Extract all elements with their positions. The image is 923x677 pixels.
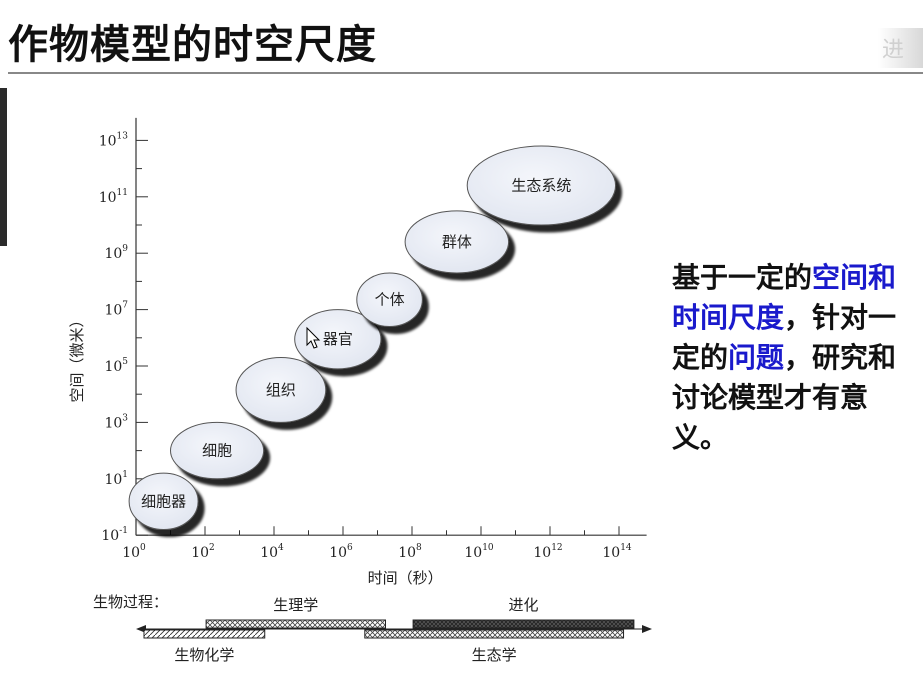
y-tick-label: 103 [104,413,128,431]
level-ellipses: 细胞器 细胞 组织 器官 个体 群体 生态系统 [128,145,617,531]
process-bar [143,629,266,639]
y-axis-label: 空间（微米） [68,313,86,403]
y-tick-label: 101 [104,470,128,488]
side-note-highlight: 问题 [728,341,785,374]
level-ellipse [356,272,423,328]
y-tick-label: 10-1 [101,526,128,544]
y-tick-label: 109 [104,244,128,262]
page-title: 作物模型的时空尺度 [8,22,377,68]
process-label: 进化 [508,596,538,614]
level-label: 组织 [266,381,296,399]
corner-overlay-text: 进 [882,38,905,63]
level-ellipse [128,472,199,531]
process-label: 生态学 [472,646,517,664]
side-note: 基于一定的空间和时间尺度，针对一定的问题，研究和讨论模型才有意义。 [672,258,917,458]
mouse-cursor-icon [306,326,321,349]
y-tick-label: 105 [104,357,128,375]
y-tick-label: 1013 [99,131,129,149]
left-edge-bar [0,88,7,246]
x-tick-label: 1012 [533,543,562,561]
process-bar [205,619,386,629]
side-note-text: ，研究和讨论模型才有意义。 [672,341,897,454]
process-header: 生物过程： [93,593,168,611]
process-label: 生物化学 [174,646,234,664]
corner-overlay [878,28,923,68]
level-label: 生态系统 [511,177,571,195]
x-tick-label: 100 [122,543,146,561]
level-ellipse [170,421,265,480]
x-tick-label: 106 [329,543,353,561]
y-tick-label: 107 [104,301,128,319]
x-tick-label: 1010 [464,543,494,561]
title-divider [8,72,923,74]
x-tick-label: 102 [191,543,215,561]
axes: 100 102 104 106 108 1010 1012 1014 10-1 101 103 105… [68,117,647,587]
side-note-text: 基于一定的 [672,261,813,294]
level-label: 细胞 [202,442,232,460]
level-label: 群体 [442,233,472,251]
side-note-highlight: 空间和时间尺度 [672,261,897,334]
y-tick-label: 1011 [99,188,128,206]
x-axis-label: 时间（秒） [368,569,443,587]
level-ellipse [294,309,382,370]
side-note-text: ，针对一定的 [672,301,897,374]
process-label: 生理学 [273,596,318,614]
process-bar [412,619,635,629]
level-label: 个体 [375,291,405,309]
level-ellipse [404,210,510,274]
level-ellipse [466,145,617,226]
level-label: 细胞器 [141,492,186,510]
process-bar [364,629,625,639]
level-ellipse [235,357,327,423]
arrow-right-icon [642,625,652,633]
x-tick-label: 104 [260,543,284,561]
level-label: 器官 [323,330,353,348]
x-tick-label: 1014 [602,543,632,561]
x-tick-label: 108 [398,543,422,561]
